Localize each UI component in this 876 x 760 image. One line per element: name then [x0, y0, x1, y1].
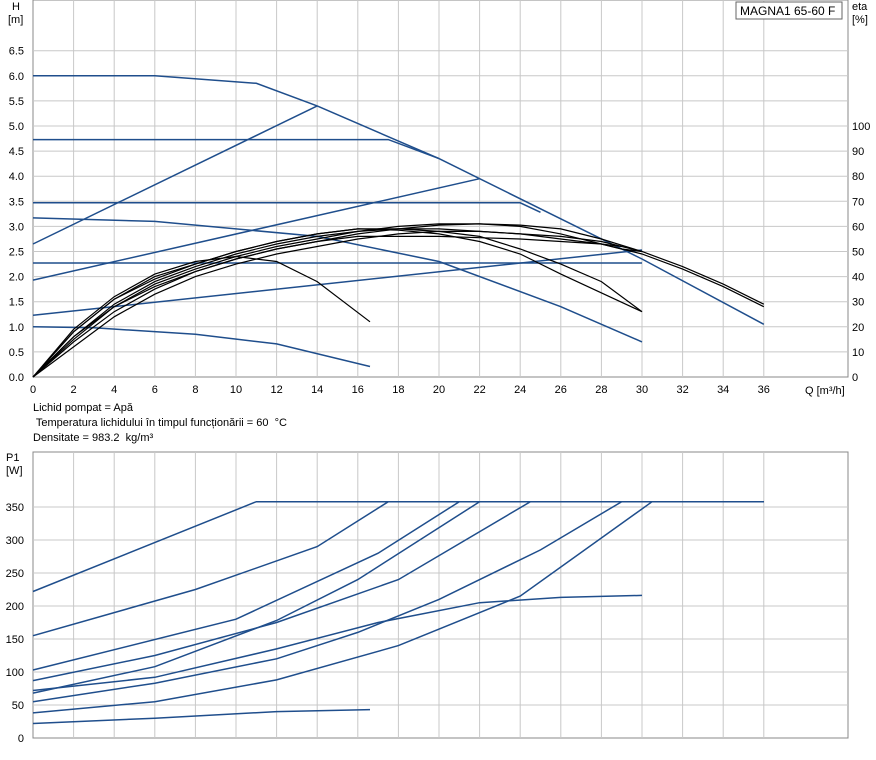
power-curve — [32, 500, 764, 682]
x-tick-label: 18 — [392, 384, 404, 396]
y-tick-label: 150 — [6, 634, 24, 646]
efficiency-curve — [32, 255, 371, 378]
y-tick-label: 0 — [18, 733, 24, 745]
x-tick-label: 2 — [71, 384, 77, 396]
power-curve — [32, 708, 371, 725]
x-tick-label: 24 — [514, 384, 526, 396]
y-tick-label: 4.5 — [9, 146, 24, 158]
fluid-info-line: Lichid pompat = Apă — [33, 402, 133, 414]
eta-tick-label: 10 — [852, 347, 864, 359]
x-tick-label: 34 — [717, 384, 729, 396]
y-tick-label: 2.5 — [9, 247, 24, 259]
head-chart-series — [32, 75, 765, 378]
y-tick-label: 2.0 — [9, 272, 24, 284]
x-tick-label: 36 — [758, 384, 770, 396]
power-chart-frame — [32, 451, 849, 739]
head-curve — [32, 326, 371, 368]
eta-tick-label: 0 — [852, 372, 858, 384]
y-tick-label: 0.0 — [9, 372, 24, 384]
head-curve — [32, 177, 480, 281]
y-tick-label: 3.5 — [9, 196, 24, 208]
y-tick-label: 200 — [6, 601, 24, 613]
x-tick-label: 0 — [30, 384, 36, 396]
y-tick-label: 0.5 — [9, 347, 24, 359]
power-chart-axis-labels: 0 50 100 150 200 250 300 350 — [6, 502, 24, 745]
head-curve — [32, 217, 643, 343]
x-tick-label: 12 — [270, 384, 282, 396]
y-tick-label: 3.0 — [9, 221, 24, 233]
y-tick-label: 250 — [6, 568, 24, 580]
head-curve — [32, 249, 643, 317]
eta-tick-label: 90 — [852, 146, 864, 158]
x-tick-label: 16 — [352, 384, 364, 396]
power-curve — [32, 500, 764, 714]
y-axis-label-h-unit: [m] — [8, 14, 23, 26]
x-tick-label: 30 — [636, 384, 648, 396]
x-tick-label: 8 — [192, 384, 198, 396]
eta-tick-label: 50 — [852, 247, 864, 259]
eta-tick-label: 70 — [852, 196, 864, 208]
y-tick-label: 1.5 — [9, 297, 24, 309]
efficiency-curve — [32, 235, 622, 378]
x-tick-label: 22 — [473, 384, 485, 396]
y-tick-label: 6.5 — [9, 46, 24, 58]
eta-tick-label: 40 — [852, 272, 864, 284]
y-tick-label: 4.0 — [9, 171, 24, 183]
power-curve — [32, 500, 764, 703]
x-tick-label: 28 — [595, 384, 607, 396]
chart-title: MAGNA1 65-60 F — [740, 4, 835, 18]
temperature-info-line: Temperatura lichidului în timpul funcțio… — [33, 417, 287, 429]
eta-tick-label: 30 — [852, 297, 864, 309]
y-tick-label: 100 — [6, 667, 24, 679]
x-tick-label: 32 — [676, 384, 688, 396]
y-tick-label: 5.0 — [9, 121, 24, 133]
y-tick-label: 350 — [6, 502, 24, 514]
x-tick-label: 10 — [230, 384, 242, 396]
eta-tick-label: 60 — [852, 221, 864, 233]
y-tick-label: 6.0 — [9, 71, 24, 83]
head-curve — [33, 138, 440, 160]
head-chart-axis-labels: 0 2 4 6 8 10 12 14 16 18 20 22 24 26 28 30 32 34 360.00.51… — [9, 46, 871, 396]
head-curve — [32, 105, 318, 245]
y-axis-label-p1: P1 — [6, 452, 19, 464]
eta-tick-label: 80 — [852, 171, 864, 183]
y-tick-label: 50 — [12, 700, 24, 712]
x-tick-label: 20 — [433, 384, 445, 396]
x-tick-label: 4 — [111, 384, 117, 396]
x-tick-label: 14 — [311, 384, 323, 396]
eta-tick-label: 20 — [852, 322, 864, 334]
y-right-axis-label-eta-unit: [%] — [852, 14, 868, 26]
power-chart-series — [32, 500, 764, 725]
chart-title-box — [735, 1, 843, 20]
head-chart-frame — [32, 0, 849, 378]
efficiency-curve — [32, 223, 765, 378]
y-right-axis-label-eta: eta — [852, 1, 868, 13]
power-curve — [32, 500, 764, 694]
x-tick-label: 6 — [152, 384, 158, 396]
head-chart-grid — [33, 0, 848, 377]
power-curve — [32, 594, 643, 692]
y-tick-label: 1.0 — [9, 322, 24, 334]
y-axis-label-p1-unit: [W] — [6, 465, 23, 477]
x-axis-label-q: Q [m³/h] — [805, 385, 845, 397]
density-info-line: Densitate = 983.2 kg/m³ — [33, 432, 154, 444]
power-chart-grid — [33, 452, 848, 738]
y-tick-label: 5.5 — [9, 96, 24, 108]
y-axis-label-h: H — [12, 1, 20, 13]
efficiency-curve — [32, 230, 643, 378]
y-tick-label: 300 — [6, 535, 24, 547]
eta-tick-label: 100 — [852, 121, 870, 133]
x-tick-label: 26 — [555, 384, 567, 396]
efficiency-curve — [32, 228, 643, 378]
head-curve — [33, 202, 541, 213]
